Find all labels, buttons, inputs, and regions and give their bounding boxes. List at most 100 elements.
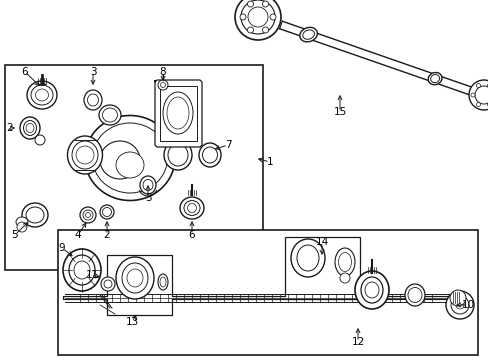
Bar	[5, 65, 263, 270]
Ellipse shape	[35, 135, 45, 145]
Circle shape	[470, 93, 474, 97]
Circle shape	[247, 27, 253, 33]
Ellipse shape	[290, 239, 325, 277]
Ellipse shape	[354, 271, 388, 309]
Ellipse shape	[92, 123, 167, 193]
Ellipse shape	[338, 252, 351, 271]
Ellipse shape	[187, 203, 196, 212]
Text: 6: 6	[188, 230, 195, 240]
Circle shape	[450, 296, 468, 314]
Ellipse shape	[26, 123, 34, 132]
Ellipse shape	[100, 205, 114, 219]
Text: 13: 13	[125, 317, 138, 327]
Ellipse shape	[72, 141, 98, 169]
Circle shape	[339, 273, 349, 283]
Text: 3: 3	[144, 193, 151, 203]
Circle shape	[468, 80, 488, 110]
Ellipse shape	[26, 207, 44, 223]
Ellipse shape	[160, 277, 165, 287]
Text: 12: 12	[351, 337, 364, 347]
Circle shape	[455, 301, 463, 309]
Circle shape	[445, 291, 473, 319]
Bar	[107, 255, 172, 315]
Bar	[58, 230, 477, 355]
Ellipse shape	[167, 97, 189, 129]
Ellipse shape	[87, 94, 98, 106]
Ellipse shape	[430, 75, 439, 83]
Ellipse shape	[202, 147, 217, 163]
Text: 7: 7	[224, 140, 231, 150]
Circle shape	[104, 280, 112, 288]
Ellipse shape	[85, 212, 90, 217]
Ellipse shape	[36, 89, 48, 101]
Ellipse shape	[142, 180, 153, 190]
Bar	[285, 237, 359, 299]
Ellipse shape	[116, 257, 154, 299]
Ellipse shape	[80, 207, 96, 223]
Ellipse shape	[296, 245, 318, 271]
Ellipse shape	[84, 90, 102, 110]
Ellipse shape	[83, 210, 93, 220]
Text: 2: 2	[103, 230, 110, 240]
Ellipse shape	[99, 105, 121, 125]
Polygon shape	[160, 86, 197, 141]
Ellipse shape	[20, 117, 40, 139]
Ellipse shape	[27, 81, 57, 109]
Ellipse shape	[404, 284, 424, 306]
Ellipse shape	[180, 197, 203, 219]
Ellipse shape	[23, 121, 37, 135]
Text: 15: 15	[333, 107, 346, 117]
Circle shape	[241, 0, 274, 34]
Ellipse shape	[168, 144, 187, 166]
Ellipse shape	[16, 217, 28, 227]
Ellipse shape	[100, 141, 140, 179]
Circle shape	[269, 14, 275, 20]
Ellipse shape	[69, 255, 95, 285]
Text: 8: 8	[160, 67, 166, 77]
Text: 14: 14	[315, 237, 328, 247]
Ellipse shape	[67, 136, 102, 174]
Circle shape	[247, 1, 253, 7]
Text: 2: 2	[7, 123, 13, 133]
Ellipse shape	[102, 207, 111, 216]
Text: 3: 3	[89, 67, 96, 77]
Circle shape	[487, 103, 488, 107]
Circle shape	[262, 1, 268, 7]
Ellipse shape	[85, 116, 175, 201]
Polygon shape	[155, 80, 202, 147]
Text: 1: 1	[266, 157, 273, 167]
Circle shape	[449, 290, 465, 306]
Ellipse shape	[140, 176, 156, 194]
Circle shape	[487, 84, 488, 87]
Ellipse shape	[76, 146, 94, 164]
Circle shape	[240, 14, 245, 20]
Circle shape	[17, 222, 27, 232]
Circle shape	[474, 86, 488, 104]
Ellipse shape	[116, 152, 143, 178]
Ellipse shape	[183, 201, 200, 216]
Text: 5: 5	[12, 230, 18, 240]
Ellipse shape	[22, 203, 48, 227]
Text: 9: 9	[59, 243, 65, 253]
Ellipse shape	[163, 92, 193, 134]
Circle shape	[247, 7, 267, 27]
Ellipse shape	[299, 27, 317, 42]
Ellipse shape	[427, 72, 441, 85]
Circle shape	[475, 84, 480, 87]
Ellipse shape	[74, 261, 90, 279]
Ellipse shape	[122, 263, 148, 293]
Circle shape	[160, 82, 165, 87]
Ellipse shape	[163, 140, 192, 170]
Ellipse shape	[407, 288, 421, 302]
Ellipse shape	[199, 143, 221, 167]
Circle shape	[235, 0, 281, 40]
Ellipse shape	[334, 248, 354, 276]
Ellipse shape	[31, 85, 53, 105]
Circle shape	[475, 103, 480, 107]
Ellipse shape	[302, 30, 314, 39]
Ellipse shape	[63, 249, 101, 291]
Ellipse shape	[364, 282, 378, 298]
Ellipse shape	[127, 269, 142, 287]
Text: 6: 6	[21, 67, 28, 77]
Ellipse shape	[360, 277, 382, 303]
